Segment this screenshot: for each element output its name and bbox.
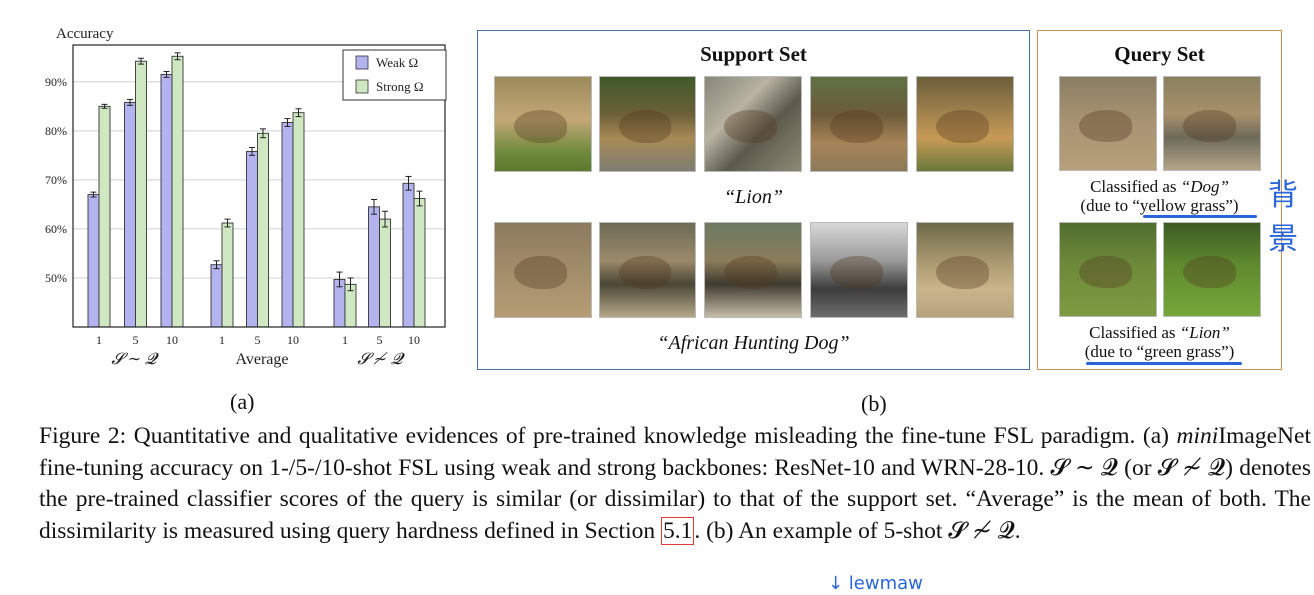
bar-strong-2-10: [413, 198, 426, 328]
query-photo-lion-pride: [1163, 76, 1261, 171]
bar-weak-2-10: [402, 182, 415, 328]
figure-caption: Figure 2: Quantitative and qualitative e…: [39, 423, 1311, 545]
lion-photo-3: [704, 76, 802, 172]
y-tick-labels: 50% 60% 70% 80% 90%: [45, 75, 67, 285]
handwritten-side-note: 背景: [1268, 178, 1298, 257]
bar-weak-2-5: [368, 206, 380, 328]
x-tick-label: 5: [255, 333, 261, 347]
figure-number: Figure 2:: [39, 423, 127, 449]
bar-weak-1-1: [210, 264, 223, 328]
plot-frame: [72, 44, 446, 328]
x-tick-label: 1: [219, 333, 225, 347]
lion-photo-2: [599, 76, 696, 172]
query-set-title: Query Set: [1114, 42, 1205, 66]
handwritten-underline-1: [1143, 215, 1257, 218]
x-tick-label: 1: [96, 333, 102, 347]
y-tick-label: 70%: [45, 173, 67, 187]
legend-label-weak: Weak Ω: [376, 55, 418, 70]
bar-strong-1-5: [257, 132, 269, 328]
bar-strong-0-10: [171, 55, 184, 328]
support-set-title: Support Set: [700, 42, 807, 66]
y-axis-label: Accuracy: [56, 26, 114, 42]
handwritten-underline-2: [1086, 362, 1242, 365]
y-tick-label: 50%: [45, 271, 67, 285]
dog-photo-2: [599, 222, 696, 318]
query-photo-dog-green-grass-2: [1163, 222, 1261, 317]
lion-photo-1: [494, 76, 592, 172]
handwritten-bottom-note: ↓ lewmaw: [828, 573, 923, 594]
legend-swatch-strong: [355, 79, 369, 94]
bar-weak-1-10: [281, 122, 294, 328]
x-tick-label: 5: [377, 333, 383, 347]
subfigure-label-a: (a): [230, 389, 255, 414]
bar-strong-2-5: [379, 218, 391, 328]
chart-legend: Weak Ω Strong Ω: [342, 49, 447, 101]
subfigure-label-b: (b): [861, 391, 887, 416]
group-label-dissimilar: 𝓢 ≁ 𝓠: [357, 351, 405, 368]
dog-photo-1: [494, 222, 592, 318]
bar-weak-0-10: [160, 73, 173, 328]
query-photo-lion-yellow-grass: [1059, 76, 1157, 171]
bar-strong-1-10: [292, 112, 305, 328]
support-class-lion: “Lion”: [724, 186, 783, 208]
bar-weak-0-1: [87, 194, 100, 328]
group-label-average: Average: [236, 351, 289, 368]
dog-photo-4: [810, 222, 908, 318]
bar-weak-0-5: [124, 101, 136, 328]
support-class-dog: “African Hunting Dog”: [657, 332, 850, 354]
lion-photo-4: [810, 76, 908, 172]
x-tick-label: 10: [287, 333, 299, 347]
bar-strong-0-1: [98, 105, 111, 328]
x-tick-labels: 1 5 10 1 5 10 1 5 10: [96, 333, 420, 347]
x-tick-label: 10: [166, 333, 178, 347]
bar-strong-0-5: [135, 60, 147, 328]
section-reference-link[interactable]: 5.1: [660, 516, 695, 545]
x-tick-label: 10: [408, 333, 420, 347]
query-photo-dog-green-grass-1: [1059, 222, 1157, 317]
accuracy-bar-chart: 50%60%70%80%90% 1 5 10 1 5 10 1 5 10 Accuracy We…: [45, 26, 447, 368]
legend-label-strong: Strong Ω: [376, 79, 424, 94]
legend-swatch-weak: [355, 55, 369, 70]
query-set-panel: Query Set Classified as “Dog” (due to “y…: [1037, 30, 1282, 370]
y-tick-label: 80%: [45, 124, 67, 138]
y-tick-label: 60%: [45, 222, 67, 236]
dog-photo-3: [704, 222, 802, 318]
dog-photo-5: [916, 222, 1014, 318]
query-caption-2: Classified as “Lion” (due to “green gras…: [1084, 323, 1235, 361]
group-label-similar: 𝓢 ∼ 𝓠: [111, 351, 159, 368]
y-tick-label: 90%: [45, 75, 67, 89]
x-tick-label: 5: [133, 333, 139, 347]
x-tick-label: 1: [342, 333, 348, 347]
bar-weak-1-5: [246, 150, 258, 328]
lion-photo-5: [916, 76, 1014, 172]
bar-strong-1-1: [221, 222, 234, 328]
query-caption-1: Classified as “Dog” (due to “yellow gras…: [1080, 177, 1239, 215]
support-set-panel: Support Set “Lion” “African Hunting Dog”: [477, 30, 1030, 370]
